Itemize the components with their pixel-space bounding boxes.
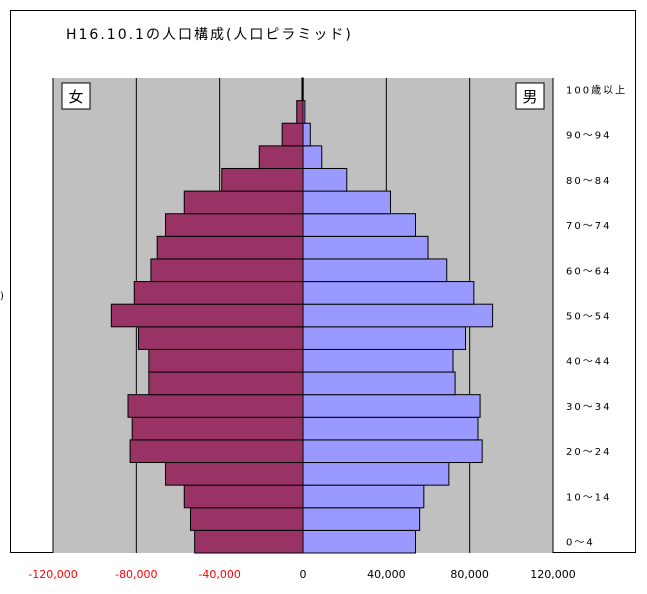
female-bar-2	[183, 484, 304, 509]
x-tick-label-1: -80,000	[115, 568, 157, 581]
male-bar-17	[302, 145, 323, 169]
male-bar-16	[302, 167, 348, 192]
age-label-8: 40～44	[566, 357, 611, 368]
age-label-0: 0～4	[566, 538, 595, 549]
x-tick-label-6: 120,000	[530, 568, 576, 581]
x-tick-label-4: 40,000	[367, 568, 406, 581]
female-bar-16	[221, 167, 304, 192]
male-bar-0	[302, 529, 416, 554]
female-bar-15	[183, 190, 304, 215]
female-bar-18	[281, 122, 304, 147]
male-label: 男	[522, 88, 537, 106]
male-bar-3	[302, 462, 450, 486]
age-label-6: 30～34	[566, 402, 611, 413]
male-bar-6	[302, 394, 481, 418]
female-bar-6	[127, 394, 304, 418]
female-label: 女	[68, 88, 83, 106]
age-label-14: 70～74	[566, 221, 611, 232]
male-label-box	[515, 82, 545, 110]
male-bar-12	[302, 258, 448, 283]
age-label-10: 50～54	[566, 312, 611, 323]
male-bar-19	[302, 100, 306, 124]
female-bar-12	[150, 258, 304, 283]
male-bar-11	[302, 281, 475, 305]
male-bar-9	[302, 326, 466, 350]
female-bar-11	[133, 281, 304, 305]
male-bar-10	[302, 303, 494, 328]
age-label-12: 60～64	[566, 266, 611, 277]
female-bar-7	[148, 371, 304, 396]
female-label-box	[61, 82, 91, 110]
age-label-18: 90～94	[566, 131, 611, 142]
edge-paren: )	[0, 291, 4, 302]
female-bar-19	[296, 100, 304, 124]
male-bar-13	[302, 235, 429, 260]
age-label-16: 80～84	[566, 176, 611, 187]
age-label-20: 100歳以上	[566, 84, 627, 96]
female-bar-4	[129, 439, 304, 464]
female-bar-13	[156, 235, 304, 260]
female-bar-10	[110, 303, 304, 328]
male-bar-2	[302, 484, 425, 509]
female-bar-5	[131, 416, 304, 441]
female-bar-3	[165, 462, 304, 486]
female-bar-17	[258, 145, 304, 169]
male-bar-15	[302, 190, 391, 215]
chart-title: H16.10.1の人口構成(人口ピラミッド)	[66, 27, 353, 43]
male-bar-7	[302, 371, 456, 396]
x-tick-label-5: 80,000	[450, 568, 489, 581]
male-bar-8	[302, 348, 454, 373]
male-bar-4	[302, 439, 483, 464]
female-bar-0	[194, 529, 304, 554]
x-tick-label-2: -40,000	[198, 568, 240, 581]
age-label-4: 20～24	[566, 447, 611, 458]
female-bar-1	[190, 507, 304, 531]
male-bar-14	[302, 213, 416, 237]
male-bar-18	[302, 122, 311, 147]
male-bar-5	[302, 416, 479, 441]
age-label-2: 10～14	[566, 492, 611, 503]
x-tick-label-3: 0	[300, 568, 307, 581]
x-tick-label-0: -120,000	[28, 568, 77, 581]
female-bar-8	[148, 348, 304, 373]
female-bar-14	[165, 213, 304, 237]
male-bar-1	[302, 507, 421, 531]
female-bar-9	[137, 326, 304, 350]
